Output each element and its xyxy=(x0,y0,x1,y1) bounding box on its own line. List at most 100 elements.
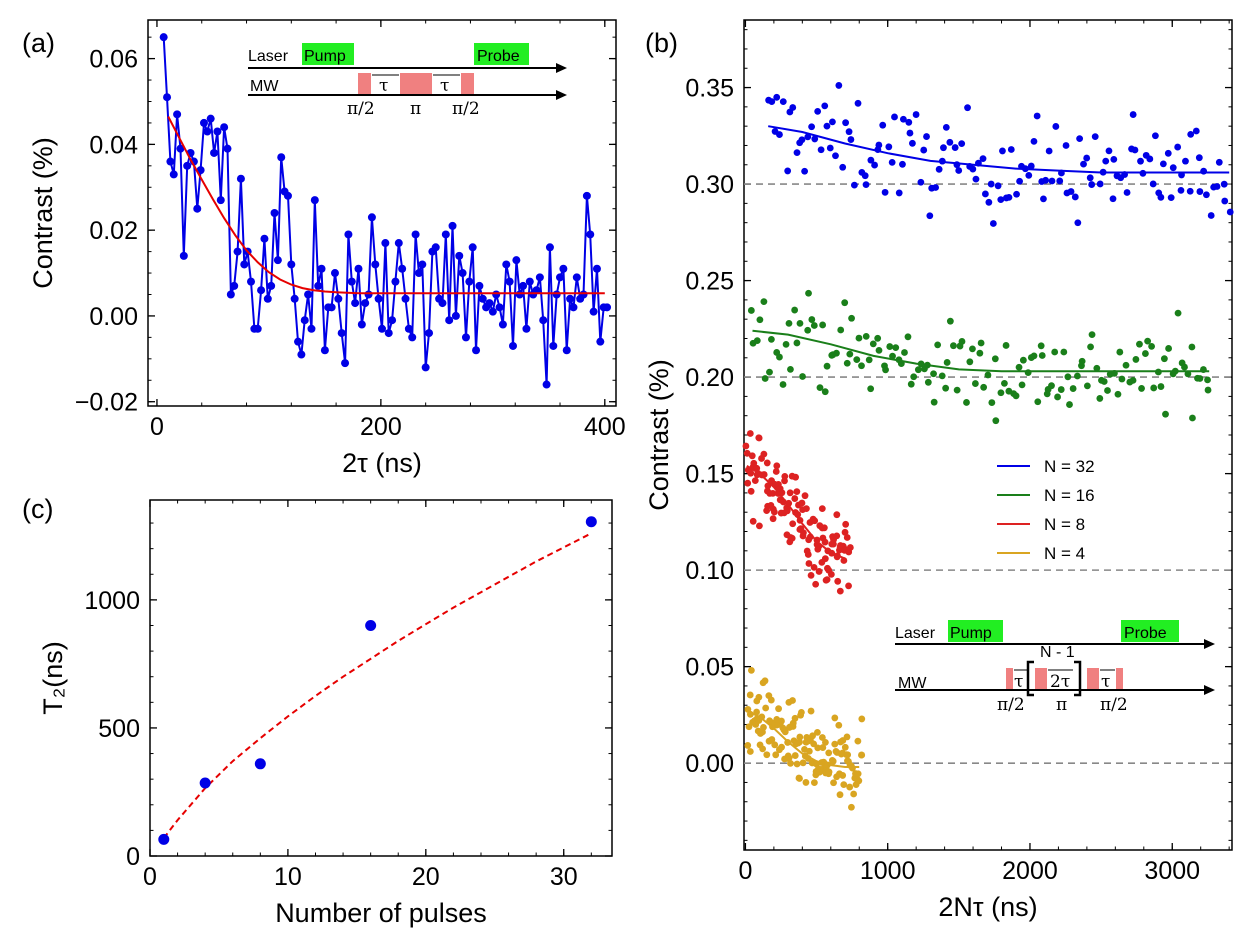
data-point-n=32 xyxy=(906,129,914,137)
panel-c: 0 10 20 30 0 500 1000 Number of pulses T₂(ns) xyxy=(38,499,613,928)
data-point-n=32 xyxy=(985,198,993,206)
data-point xyxy=(586,230,595,239)
data-point-n=32 xyxy=(1056,177,1064,185)
x-tick-label: 0 xyxy=(150,413,164,441)
data-point-n=32 xyxy=(912,111,920,118)
data-point-n=16 xyxy=(1012,392,1020,400)
data-point xyxy=(522,324,531,333)
data-point-n=32 xyxy=(798,136,806,144)
x-axis-label: 2τ (ns) xyxy=(342,448,422,478)
legend-label: N = 4 xyxy=(1044,544,1085,563)
data-point xyxy=(371,260,380,269)
data-point-n=16 xyxy=(976,349,984,357)
data-point-n=8 xyxy=(834,577,842,585)
data-point-n=32 xyxy=(879,121,887,129)
data-point-n=16 xyxy=(753,337,761,345)
inset-a-laser-arrowhead xyxy=(556,63,567,73)
data-point-n=32 xyxy=(1030,137,1038,145)
data-point-n=8 xyxy=(798,499,806,507)
data-point-n=4 xyxy=(789,697,796,704)
data-point-n=32 xyxy=(1129,111,1137,118)
data-point-n=16 xyxy=(910,373,918,381)
data-point-n=8 xyxy=(750,459,758,467)
data-point xyxy=(270,209,279,217)
data-point-n=16 xyxy=(1066,401,1073,408)
data-point xyxy=(431,243,440,252)
data-point-n=16 xyxy=(1100,378,1108,385)
data-point-n=16 xyxy=(874,334,882,342)
data-point-n=32 xyxy=(1196,188,1204,195)
inset-a-pump-label: Pump xyxy=(304,48,346,65)
data-point xyxy=(294,337,303,346)
data-point-n=4 xyxy=(832,748,840,755)
data-point-n=16 xyxy=(785,319,793,327)
data-point-n=32 xyxy=(1177,187,1185,194)
data-point-n=32 xyxy=(935,165,943,173)
data-point xyxy=(230,281,239,290)
data-point-n=16 xyxy=(837,326,845,334)
data-point-n=4 xyxy=(767,696,775,704)
data-point-n=32 xyxy=(969,165,977,173)
data-point xyxy=(398,264,407,273)
data-point-n=16 xyxy=(833,349,840,357)
inset-b-probe-label: Probe xyxy=(1124,625,1167,642)
data-point-n=4 xyxy=(848,803,855,811)
data-point-n=16 xyxy=(907,380,915,388)
data-point-n=4 xyxy=(768,736,776,743)
data-point-n=16 xyxy=(1037,342,1045,350)
data-point-n=4 xyxy=(747,666,755,674)
data-point-n=4 xyxy=(840,781,848,788)
data-point-n=32 xyxy=(940,144,947,152)
data-point-n=32 xyxy=(942,123,950,131)
x-tick-label: 3000 xyxy=(1144,857,1200,885)
data-point xyxy=(163,93,172,102)
data-point-n=32 xyxy=(895,189,903,197)
data-point xyxy=(384,329,393,338)
data-point-n=32 xyxy=(1091,133,1099,141)
data-point-n=4 xyxy=(855,777,863,785)
data-point-n=32 xyxy=(1067,188,1075,195)
data-point-n=16 xyxy=(1002,342,1010,349)
data-point-n=8 xyxy=(801,492,809,500)
x-tick-label: 10 xyxy=(274,863,302,891)
y-tick-label: 0.35 xyxy=(685,75,734,103)
data-point-n=8 xyxy=(776,485,784,493)
data-point-n=4 xyxy=(846,783,854,791)
data-point-n=16 xyxy=(1174,309,1182,317)
data-point-n=8 xyxy=(823,576,831,584)
data-point-n=32 xyxy=(994,182,1002,190)
data-point-n=16 xyxy=(805,289,812,297)
fit-line xyxy=(163,532,592,839)
data-point-n=16 xyxy=(1142,350,1149,357)
data-point-n=16 xyxy=(791,306,799,314)
data-point xyxy=(347,277,356,286)
data-point xyxy=(240,260,249,269)
data-point xyxy=(263,294,272,303)
data-point-n=16 xyxy=(855,334,863,342)
data-point-n=4 xyxy=(787,760,794,767)
data-point xyxy=(199,777,211,789)
data-point-n=16 xyxy=(1087,343,1094,351)
data-point-n=8 xyxy=(760,450,768,458)
data-point-n=32 xyxy=(923,133,930,140)
data-point xyxy=(320,346,329,355)
data-point-n=4 xyxy=(809,732,816,740)
data-point-n=16 xyxy=(1030,352,1038,360)
data-point-n=16 xyxy=(958,338,966,345)
data-point-n=16 xyxy=(1160,355,1168,363)
data-point-n=8 xyxy=(747,487,755,495)
data-point-n=32 xyxy=(917,178,925,186)
data-point xyxy=(512,256,521,265)
data-point-n=16 xyxy=(808,316,816,323)
data-point xyxy=(603,303,612,312)
data-point-n=32 xyxy=(821,102,829,110)
data-point-n=32 xyxy=(1207,212,1215,219)
data-point-n=4 xyxy=(807,707,815,715)
data-point-n=32 xyxy=(989,220,997,227)
data-point-n=16 xyxy=(882,366,889,374)
data-point xyxy=(388,316,397,325)
inset-b-pi-half-1-label: π/2 xyxy=(997,695,1025,715)
data-point-n=32 xyxy=(1215,158,1223,166)
x-tick-label: 20 xyxy=(412,863,440,891)
data-point xyxy=(485,299,494,308)
